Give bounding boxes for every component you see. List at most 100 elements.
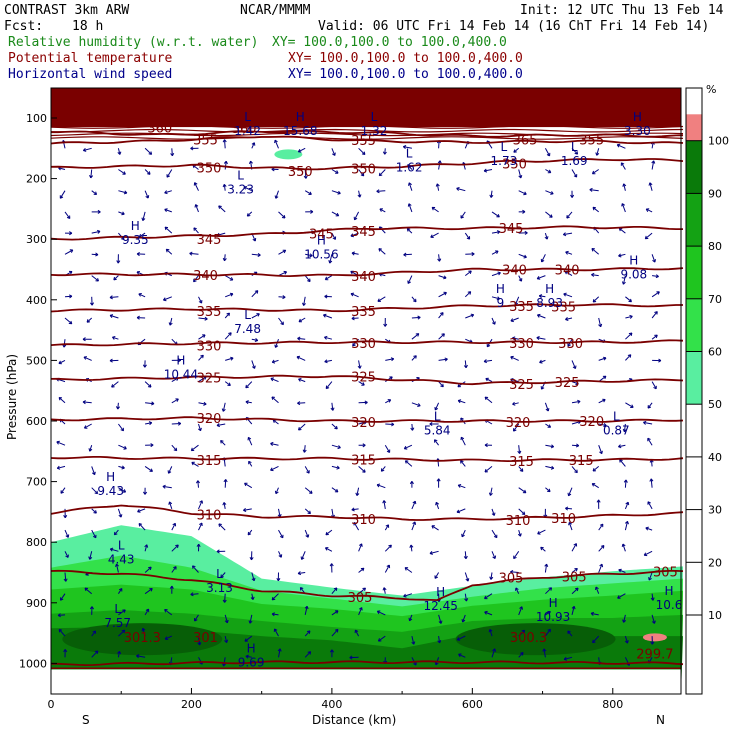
wind-vector — [84, 423, 92, 429]
wind-vector-head — [591, 272, 595, 277]
wind-vector — [491, 272, 501, 277]
wind-vector-head — [537, 531, 541, 535]
wind-vector — [224, 381, 231, 386]
wind-vector-head — [335, 170, 339, 174]
wind-vector-head — [88, 556, 93, 560]
wind-vector-head — [413, 662, 417, 666]
wind-vector — [545, 169, 552, 174]
wind-vector — [220, 440, 226, 446]
wind-vector — [598, 317, 602, 327]
wind-vector — [225, 293, 234, 298]
wind-vector-head — [600, 545, 605, 549]
wind-vector-head — [544, 563, 549, 568]
wind-vector — [137, 508, 146, 513]
wind-vector — [91, 508, 97, 514]
wind-vector-head — [460, 215, 464, 219]
wind-vector-head — [417, 403, 421, 407]
wind-vector-head — [497, 271, 501, 276]
wind-vector-head — [496, 230, 501, 235]
wind-vector-head — [173, 566, 177, 570]
wind-vector — [384, 148, 386, 155]
theta-label: 315 — [569, 454, 594, 469]
wind-vector — [378, 248, 386, 255]
wind-vector — [331, 629, 339, 637]
x-tick-label: 0 — [48, 698, 55, 711]
wind-vector-head — [456, 637, 461, 641]
wind-vector — [274, 139, 279, 149]
wind-vector — [650, 478, 653, 488]
wind-vector — [118, 211, 125, 215]
wind-vector — [464, 291, 472, 298]
wind-vector — [64, 551, 69, 558]
wind-vector — [403, 253, 412, 256]
wind-vector-head — [88, 448, 93, 452]
wind-vector — [164, 635, 173, 640]
wind-vector — [298, 317, 306, 323]
wind-vector-head — [538, 294, 543, 299]
wind-vector — [567, 630, 573, 637]
wind-vector — [272, 419, 279, 425]
wind-vector-head — [630, 404, 634, 408]
wind-vector — [643, 550, 653, 556]
wind-vector — [490, 572, 493, 580]
wind-extremum-type: H — [629, 254, 638, 268]
wind-vector-head — [164, 208, 168, 213]
wind-vector — [513, 423, 520, 432]
wind-vector-head — [376, 189, 380, 194]
wind-vector-head — [364, 400, 368, 405]
wind-vector-head — [329, 563, 334, 567]
wind-vector — [491, 250, 499, 255]
wind-vector — [56, 441, 66, 446]
wind-vector — [91, 466, 96, 475]
wind-vector-head — [335, 212, 340, 217]
theta-label: 355 — [579, 133, 604, 148]
wind-vector-head — [58, 397, 63, 401]
wind-vector-head — [577, 399, 581, 404]
theta-label: 350 — [288, 165, 313, 180]
wind-vector-head — [68, 294, 73, 299]
wind-vector — [251, 572, 255, 581]
wind-vector — [164, 609, 173, 616]
wind-vector-head — [247, 531, 252, 536]
wind-vector-head — [592, 468, 597, 472]
field-theta-xy: XY= 100.0,100.0 to 100.0,400.0 — [288, 51, 523, 66]
wind-vector-head — [403, 252, 407, 257]
wind-vector — [304, 466, 310, 474]
wind-vector — [116, 563, 119, 573]
wind-vector-head — [643, 552, 648, 557]
wind-vector — [350, 232, 359, 237]
wind-vector — [465, 314, 474, 319]
wind-vector-head — [244, 638, 249, 642]
wind-vector — [429, 550, 439, 554]
wind-vector-head — [151, 401, 155, 406]
wind-vector — [109, 296, 119, 298]
wind-vector — [144, 608, 150, 616]
wind-vector-head — [271, 396, 275, 400]
wind-extremum-type: H — [106, 470, 115, 484]
wind-vector — [329, 254, 333, 264]
upper-band-line-3 — [50, 136, 684, 140]
wind-extremum-value: 10.56 — [304, 248, 338, 262]
wind-vector-head — [230, 356, 234, 361]
wind-extremum-type: L — [114, 602, 121, 616]
wind-vector — [171, 423, 181, 425]
wind-vector — [491, 529, 498, 538]
wind-vector-head — [436, 478, 441, 482]
wind-vector — [251, 142, 255, 149]
wind-vector — [651, 291, 660, 298]
wind-vector-head — [435, 183, 440, 187]
wind-extremum-value: 1.62 — [396, 160, 423, 174]
wind-extremum-value: 0.87 — [603, 423, 630, 437]
wind-vector-head — [191, 461, 195, 466]
wind-vector — [598, 563, 603, 573]
wind-vector — [484, 396, 493, 404]
wind-vector — [248, 461, 253, 467]
wind-vector-head — [617, 595, 621, 599]
wind-vector — [171, 544, 179, 552]
plot-frame — [50, 87, 682, 695]
y-tick-label: 900 — [26, 597, 47, 610]
wind-vector — [438, 292, 447, 298]
wind-vector — [145, 402, 155, 405]
wind-vector — [331, 190, 341, 194]
wind-vector — [64, 295, 72, 298]
